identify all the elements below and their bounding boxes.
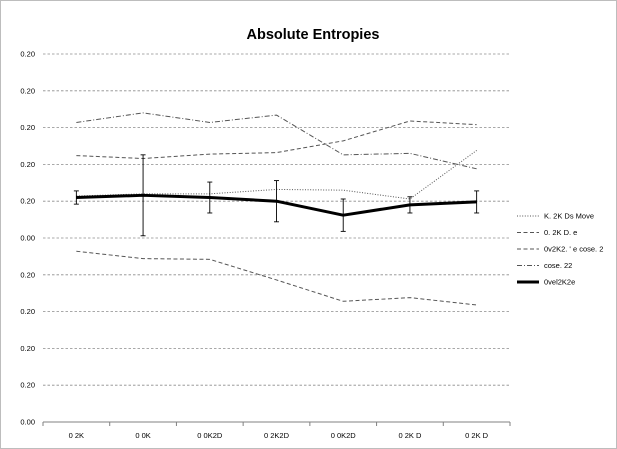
y-tick-label: 0.00: [20, 234, 35, 243]
y-tick-label: 0.20: [20, 50, 35, 59]
y-tick-label: 0.20: [20, 123, 35, 132]
y-tick-label: 0.00: [20, 418, 35, 427]
legend-label: 0. 2K D. e: [544, 228, 577, 237]
legend-label: K. 2K Ds Move: [544, 212, 594, 221]
legend-label: cose. 22: [544, 261, 572, 270]
x-tick-label: 0 0K: [135, 431, 150, 440]
series-line-4: [76, 112, 477, 170]
series-line-3: [76, 120, 477, 160]
x-tick-label: 0 2K D: [398, 431, 422, 440]
y-tick-label: 0.20: [20, 270, 35, 279]
y-tick-label: 0.20: [20, 381, 35, 390]
y-tick-label: 0.20: [20, 86, 35, 95]
x-tick-label: 0 2K D: [465, 431, 489, 440]
series-line-2: [76, 250, 477, 306]
chart-title: Absolute Entropies: [247, 27, 380, 43]
y-tick-label: 0.20: [20, 160, 35, 169]
legend-label: 0vel2K2e: [544, 278, 575, 287]
y-tick-label: 0.20: [20, 307, 35, 316]
x-tick-label: 0 2K2D: [264, 431, 290, 440]
y-tick-label: 0.20: [20, 344, 35, 353]
x-tick-label: 0 0K2D: [197, 431, 223, 440]
legend-label: 0v2K2. ' e cose. 2: [544, 245, 603, 254]
x-tick-label: 0 2K: [69, 431, 84, 440]
x-tick-label: 0 0K2D: [331, 431, 357, 440]
y-tick-label: 0.20: [20, 197, 35, 206]
